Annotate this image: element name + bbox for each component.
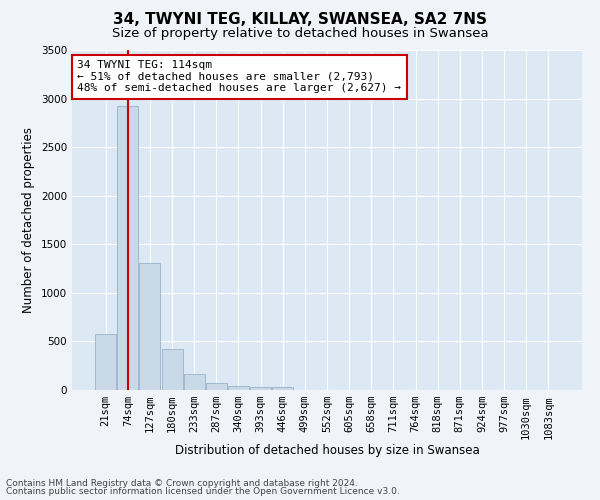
Bar xyxy=(206,382,227,390)
Bar xyxy=(228,386,249,390)
Bar xyxy=(118,106,139,390)
Text: Contains HM Land Registry data © Crown copyright and database right 2024.: Contains HM Land Registry data © Crown c… xyxy=(6,478,358,488)
Text: Contains public sector information licensed under the Open Government Licence v3: Contains public sector information licen… xyxy=(6,487,400,496)
Bar xyxy=(250,386,271,390)
X-axis label: Distribution of detached houses by size in Swansea: Distribution of detached houses by size … xyxy=(175,444,479,457)
Y-axis label: Number of detached properties: Number of detached properties xyxy=(22,127,35,313)
Bar xyxy=(184,374,205,390)
Bar xyxy=(272,387,293,390)
Bar xyxy=(161,349,182,390)
Text: 34, TWYNI TEG, KILLAY, SWANSEA, SA2 7NS: 34, TWYNI TEG, KILLAY, SWANSEA, SA2 7NS xyxy=(113,12,487,28)
Bar xyxy=(95,334,116,390)
Text: Size of property relative to detached houses in Swansea: Size of property relative to detached ho… xyxy=(112,28,488,40)
Text: 34 TWYNI TEG: 114sqm
← 51% of detached houses are smaller (2,793)
48% of semi-de: 34 TWYNI TEG: 114sqm ← 51% of detached h… xyxy=(77,60,401,94)
Bar xyxy=(139,262,160,390)
